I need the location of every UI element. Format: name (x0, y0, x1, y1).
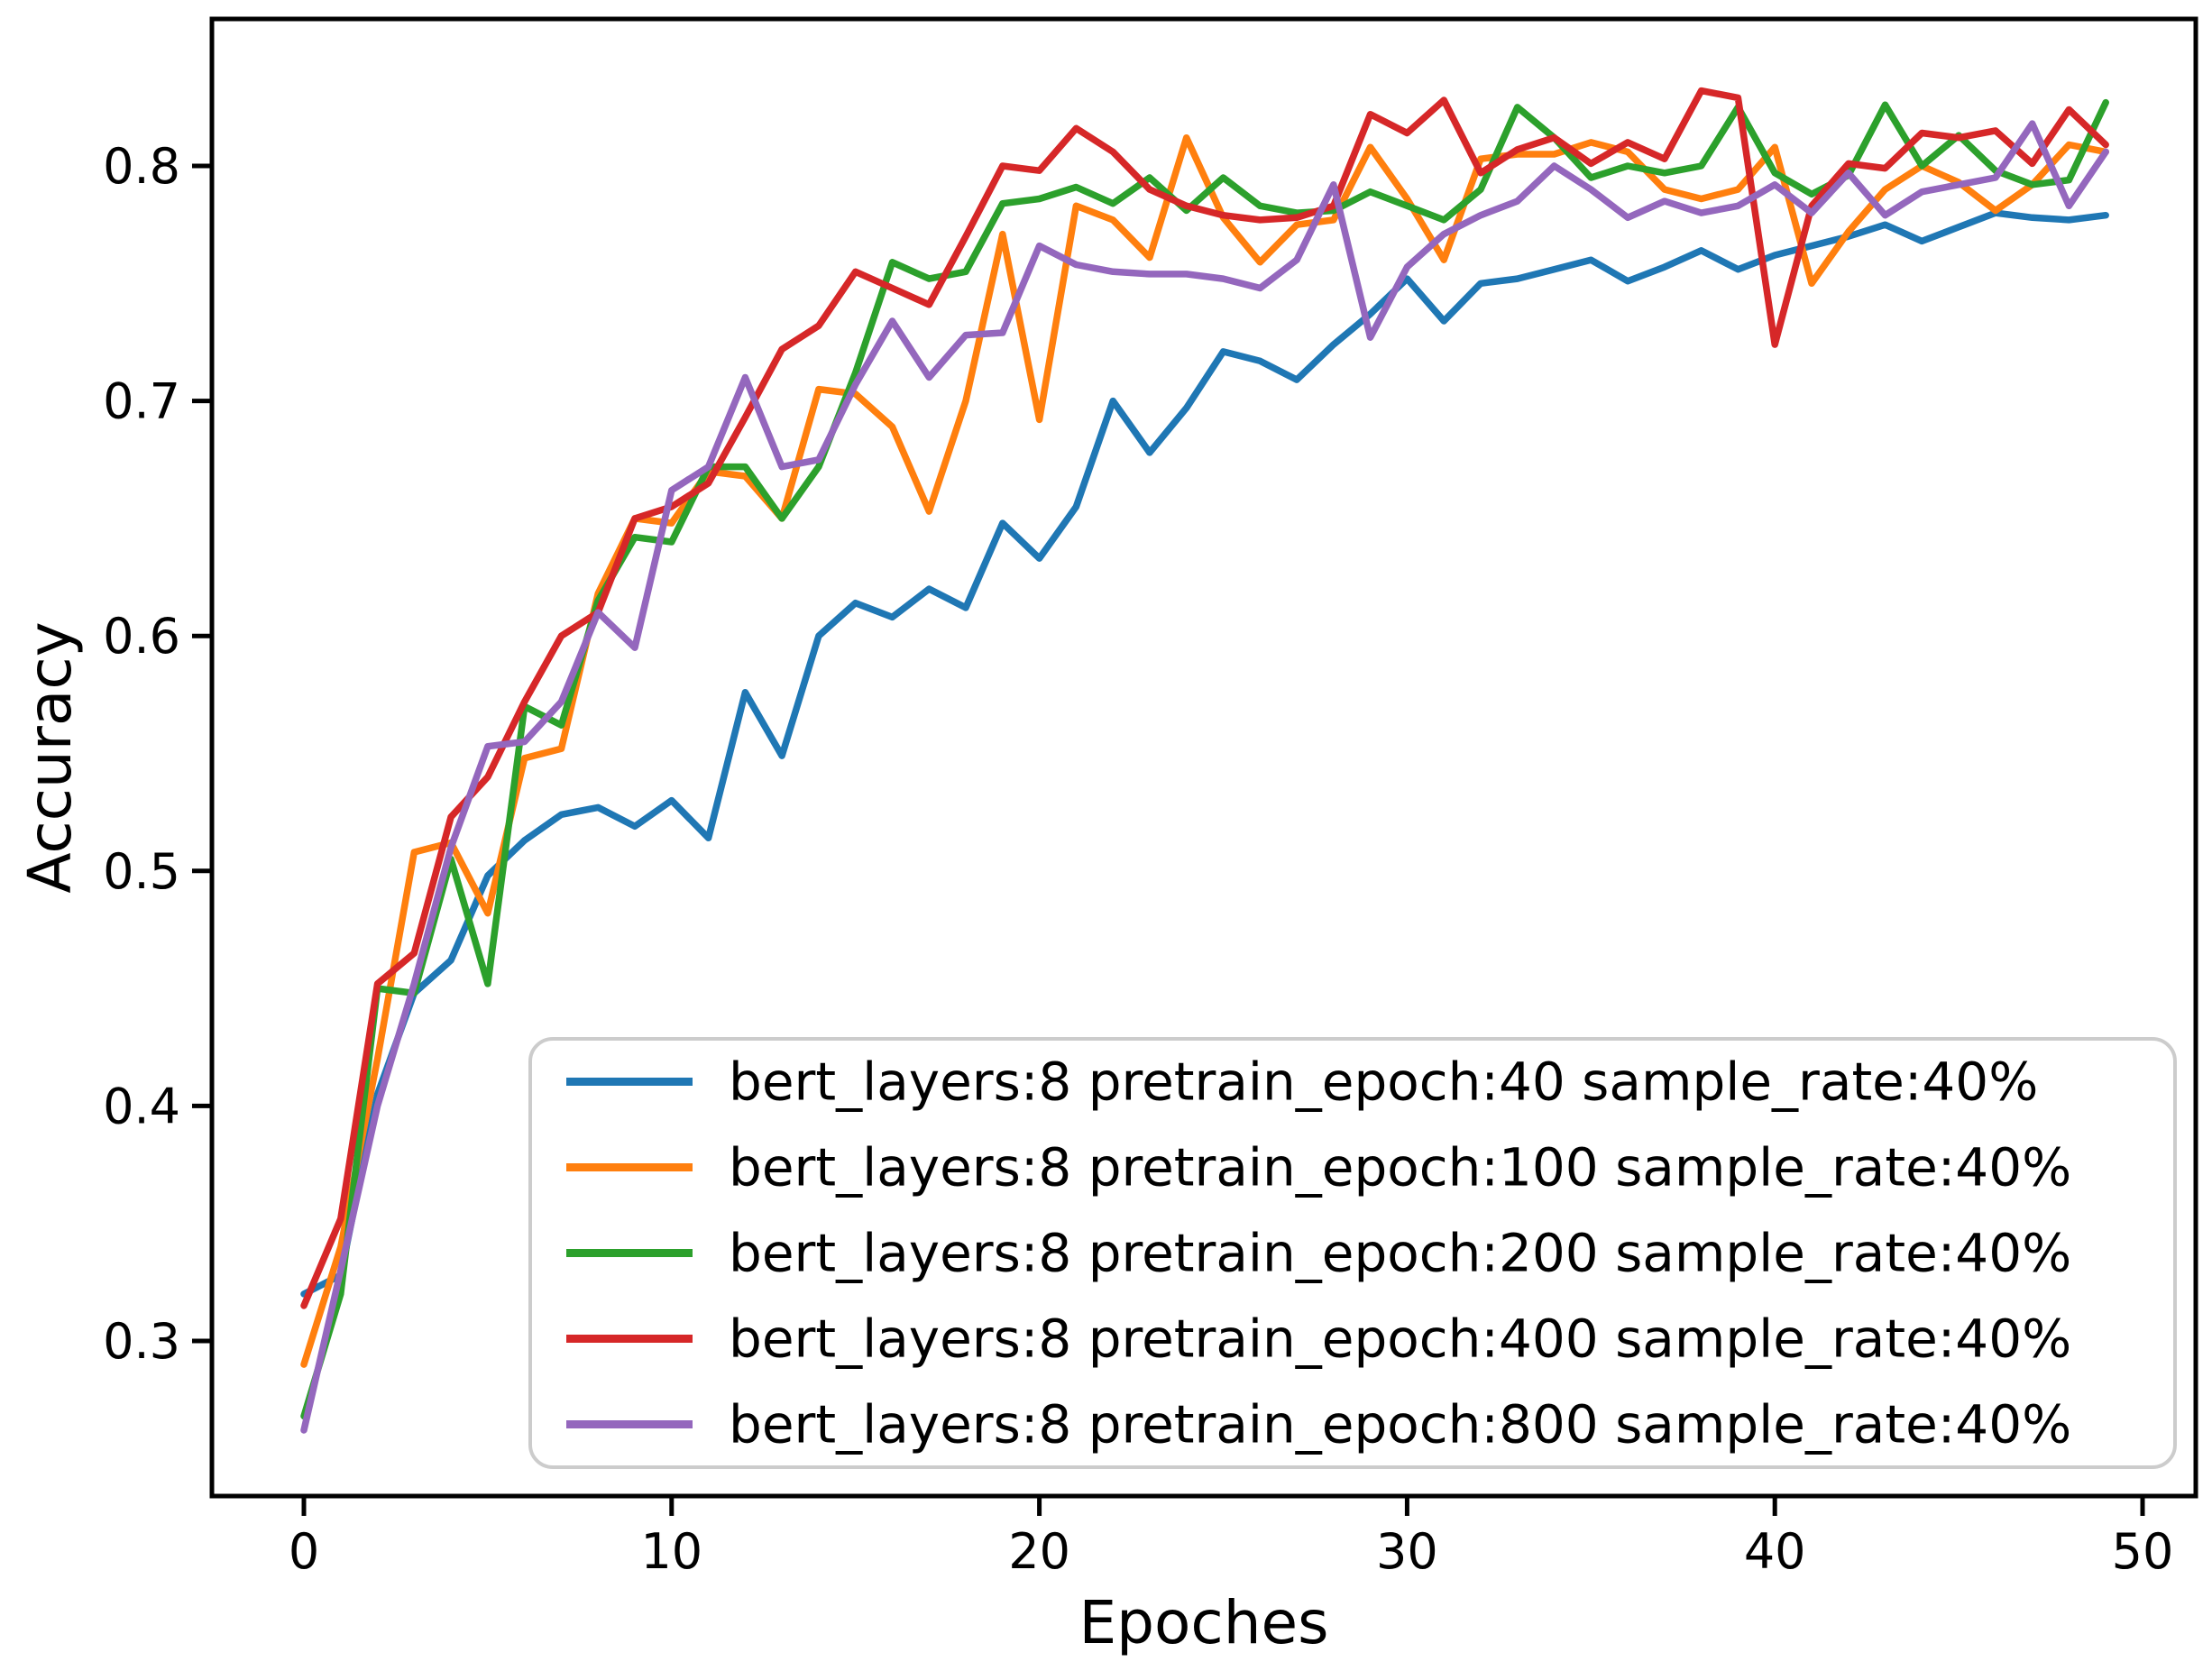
y-tick-label: 0.8 (103, 138, 180, 195)
series-line-4 (300, 120, 2109, 1434)
series-line-3 (300, 87, 2109, 1309)
series-line-0 (300, 209, 2109, 1298)
legend-label-3: bert_layers:8 pretrain_epoch:400 sample_… (729, 1308, 2071, 1370)
legend: bert_layers:8 pretrain_epoch:40 sample_r… (528, 1037, 2177, 1469)
legend-label-4: bert_layers:8 pretrain_epoch:800 sample_… (729, 1394, 2071, 1455)
y-axis-ticks: 0.3 0.4 0.5 0.6 0.7 0.8 (103, 138, 212, 1370)
y-tick-label: 0.7 (103, 373, 180, 430)
y-tick-label: 0.6 (103, 608, 180, 665)
x-axis-label: Epoches (1078, 1588, 1328, 1657)
legend-label-0: bert_layers:8 pretrain_epoch:40 sample_r… (729, 1051, 2038, 1113)
y-axis-label: Accuracy (15, 621, 85, 893)
y-tick-label: 0.4 (103, 1078, 180, 1134)
x-tick-label: 30 (1376, 1523, 1438, 1580)
y-tick-label: 0.5 (103, 843, 180, 900)
x-tick-label: 0 (289, 1523, 319, 1580)
legend-label-1: bert_layers:8 pretrain_epoch:100 sample_… (729, 1137, 2071, 1198)
x-tick-label: 50 (2112, 1523, 2174, 1580)
series-lines (300, 87, 2109, 1434)
x-tick-label: 20 (1008, 1523, 1070, 1580)
x-tick-label: 10 (640, 1523, 702, 1580)
legend-label-2: bert_layers:8 pretrain_epoch:200 sample_… (729, 1223, 2071, 1284)
legend-box (528, 1037, 2177, 1469)
x-tick-label: 40 (1744, 1523, 1806, 1580)
series-line-1 (300, 133, 2109, 1368)
y-tick-label: 0.3 (103, 1313, 180, 1370)
x-axis-ticks: 0 10 20 30 40 50 (289, 1496, 2174, 1580)
plot-area-border (209, 16, 2198, 1499)
